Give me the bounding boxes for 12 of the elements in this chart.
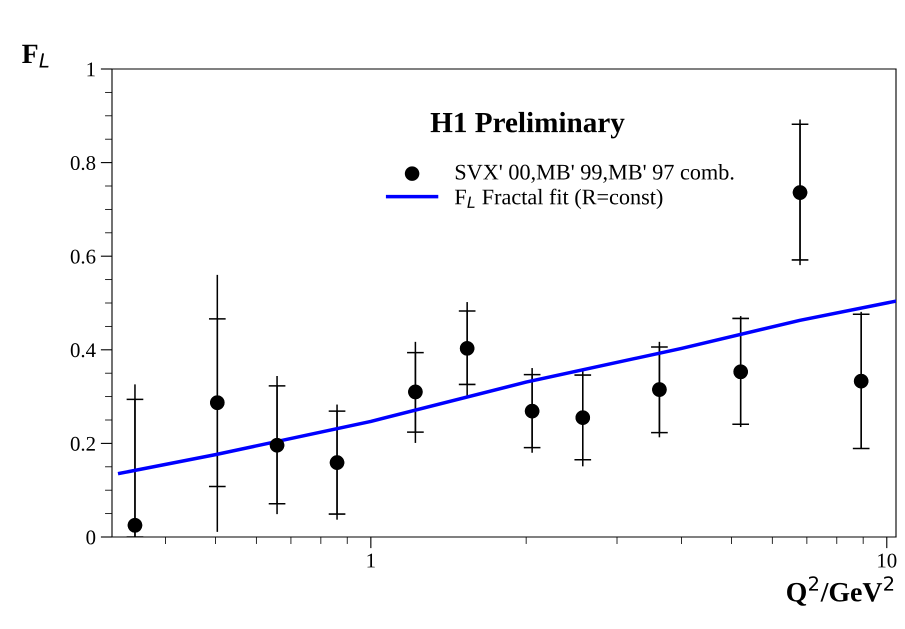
y-tick-label: 0 (86, 530, 96, 544)
y-tick-label: 1 (87, 62, 95, 76)
y-axis-title: F$_{L}$ (22, 44, 49, 68)
x-tick-label: 10 (878, 554, 896, 568)
legend-label: F$_{L}$ Fractal fit (R=const) (454, 188, 662, 209)
text: H1 Preliminary (430, 112, 625, 138)
y-tick-label: 0.8 (70, 156, 96, 170)
x-axis-title: Q$^{2}$/GeV$^{2}$ (787, 576, 894, 606)
y-tick-label: 0.6 (70, 250, 96, 264)
y-tick-label: 0.4 (70, 343, 96, 358)
legend-label: SVX' 00,MB' 99,MB' 97 comb. (456, 164, 734, 183)
y-tick-label: 0.2 (70, 436, 95, 451)
